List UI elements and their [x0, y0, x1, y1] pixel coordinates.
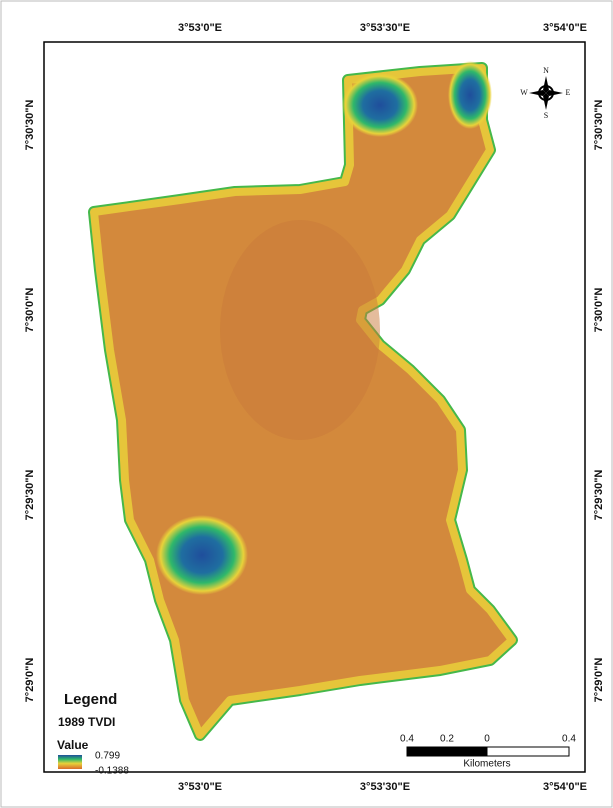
legend-ramp — [58, 755, 82, 769]
compass-needle — [529, 90, 546, 96]
top-longitude: 3°53'30"E — [360, 22, 410, 34]
scale-segment — [406, 746, 488, 757]
right-latitude: 7°30'0"N — [593, 288, 605, 333]
scale-bar: 0.4 0.2 0 0.4 Kilometers — [400, 734, 576, 770]
legend-min: -0.1388 — [95, 766, 129, 777]
compass-needle — [543, 76, 549, 93]
bottom-longitude: 3°53'0"E — [178, 781, 222, 793]
scale-label: 0 — [484, 734, 490, 745]
left-latitude: 7°29'30"N — [24, 470, 36, 521]
top-longitude: 3°53'0"E — [178, 22, 222, 34]
tvdi-raster — [88, 61, 518, 741]
legend-layer: 1989 TVDI — [58, 715, 115, 729]
compass-e: E — [566, 88, 571, 97]
legend-field: Value — [57, 738, 89, 752]
top-longitude: 3°54'0"E — [543, 22, 587, 34]
right-latitude: 7°29'0"N — [593, 658, 605, 703]
compass-needle — [546, 90, 563, 96]
scale-unit: Kilometers — [463, 759, 510, 770]
scale-segment — [486, 746, 570, 757]
compass-w: W — [520, 88, 528, 97]
left-latitude: 7°29'0"N — [24, 658, 36, 703]
right-latitude: 7°30'30"N — [593, 100, 605, 151]
north-arrow: N S E W — [520, 66, 570, 120]
left-latitude: 7°30'0"N — [24, 288, 36, 333]
legend: Legend 1989 TVDI Value 0.799 -0.1388 — [57, 691, 129, 777]
left-latitude: 7°30'30"N — [24, 100, 36, 151]
legend-title: Legend — [64, 691, 117, 708]
compass-needle — [543, 93, 549, 110]
wet-patch — [156, 515, 248, 595]
scale-label: 0.4 — [562, 734, 576, 745]
compass-s: S — [544, 111, 548, 120]
bottom-longitude: 3°54'0"E — [543, 781, 587, 793]
wet-patch — [448, 61, 492, 129]
legend-max: 0.799 — [95, 751, 120, 762]
bottom-longitude: 3°53'30"E — [360, 781, 410, 793]
right-latitude: 7°29'30"N — [593, 470, 605, 521]
coordinate-labels: 3°53'0"E 3°53'30"E 3°54'0"E 3°53'0"E 3°53'30… — [24, 22, 605, 793]
scale-label: 0.4 — [400, 734, 414, 745]
scale-label: 0.2 — [440, 734, 454, 745]
dry-zone — [220, 220, 380, 440]
wet-patch — [342, 73, 418, 137]
compass-n: N — [543, 66, 549, 75]
